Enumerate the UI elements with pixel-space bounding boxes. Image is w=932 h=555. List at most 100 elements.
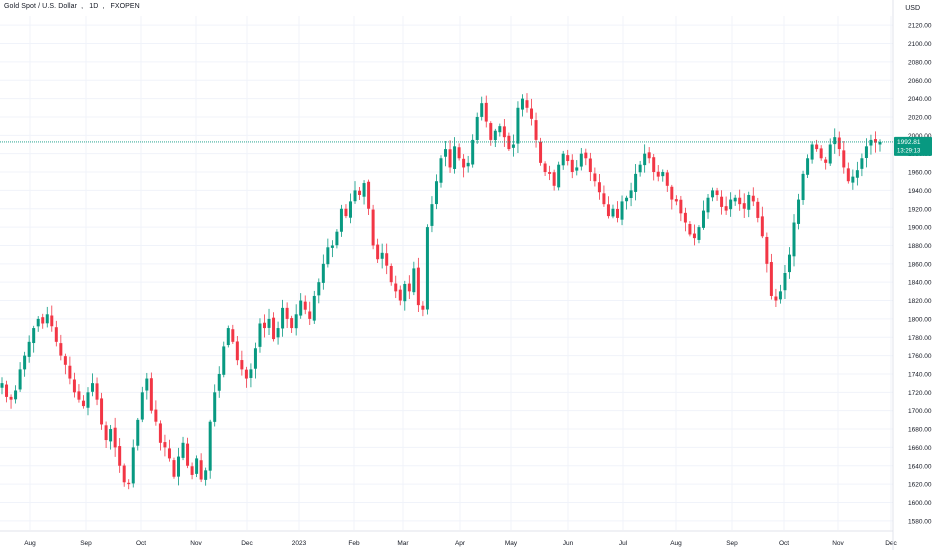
candle-body [181, 442, 185, 458]
y-tick-label: 2080.00 [908, 59, 932, 66]
y-tick-label: 1740.00 [908, 371, 932, 378]
source-label: FXOPEN [110, 3, 140, 10]
candle-body [760, 216, 764, 237]
candle-body [27, 341, 31, 357]
currency-label[interactable]: USD [905, 5, 920, 12]
candle-body [860, 158, 864, 169]
candle-body [177, 456, 181, 477]
candle-body [5, 384, 9, 397]
candle-body [471, 139, 475, 165]
x-tick-label: Dec [885, 540, 897, 547]
candle-body [530, 108, 534, 119]
candle-body [566, 155, 570, 162]
candle-body [629, 190, 633, 198]
candle-body [389, 265, 393, 283]
candle-body [45, 314, 49, 324]
x-tick-label: 2023 [292, 540, 307, 547]
candle-body [715, 190, 719, 195]
y-tick-label: 2040.00 [908, 96, 932, 103]
candle-body [321, 263, 325, 283]
candle-body [520, 98, 524, 110]
candle-body [706, 197, 710, 213]
candle-body [575, 167, 579, 171]
candle-body [72, 379, 76, 393]
candle-body [145, 378, 149, 391]
candle-body [163, 442, 167, 448]
candle-body [611, 208, 615, 217]
candle-body [665, 172, 669, 186]
x-tick-label: Apr [455, 540, 466, 547]
candle-body [335, 231, 339, 246]
candle-body [842, 150, 846, 168]
candle-body [158, 423, 162, 443]
y-tick-label: 1920.00 [908, 206, 932, 213]
candle-body [172, 460, 176, 477]
candle-body [385, 253, 389, 266]
candle-body [317, 282, 321, 296]
candle-body [457, 147, 461, 159]
y-tick-label: 1640.00 [908, 463, 932, 470]
candle-body [63, 356, 67, 365]
candle-body [353, 190, 357, 202]
candle-body [561, 153, 565, 166]
last-price-label: 1992.81 [897, 139, 921, 146]
candle-body [466, 162, 470, 167]
candle-body [593, 173, 597, 182]
candle-body [557, 164, 561, 188]
candle-body [240, 360, 244, 370]
candle-body [190, 466, 194, 475]
interval-label[interactable]: 1D [89, 3, 99, 10]
y-tick-label: 1600.00 [908, 500, 932, 507]
candle-body [272, 317, 276, 340]
candle-body [692, 233, 696, 239]
candle-body [91, 383, 95, 392]
candle-body [869, 139, 873, 146]
y-tick-label: 1940.00 [908, 188, 932, 195]
candle-body [131, 447, 135, 484]
y-tick-label: 2120.00 [908, 23, 932, 30]
candle-body [9, 396, 13, 400]
x-tick-label: Jun [563, 540, 574, 547]
candle-body [258, 323, 262, 347]
candle-body [797, 199, 801, 224]
candle-body [294, 314, 298, 329]
candle-body [154, 409, 158, 422]
candle-body [330, 245, 334, 248]
candle-body [444, 149, 448, 157]
candle-body [81, 400, 85, 407]
x-tick-label: Aug [24, 540, 36, 547]
candle-body [502, 126, 506, 138]
candle-body [552, 172, 556, 186]
y-tick-label: 1660.00 [908, 445, 932, 452]
y-tick-label: 2100.00 [908, 41, 932, 48]
candle-body [199, 460, 203, 480]
candle-body [95, 383, 99, 400]
candle-body [634, 173, 638, 192]
candle-body [290, 318, 294, 329]
candle-body [724, 206, 728, 211]
candle-body [647, 152, 651, 159]
chart-title: Gold Spot / U.S. Dollar, 1D, FXOPEN [4, 3, 140, 10]
candle-body [267, 318, 271, 328]
candle-body [765, 236, 769, 264]
candle-body [100, 398, 104, 425]
candle-body [584, 152, 588, 159]
candle-body [819, 148, 823, 159]
candle-body [235, 341, 239, 361]
candle-body [59, 343, 63, 356]
candle-body [118, 446, 122, 466]
candle-body [670, 186, 674, 200]
candle-body [539, 141, 543, 163]
candle-body [213, 392, 217, 422]
candle-body [104, 425, 108, 441]
candle-body [453, 146, 457, 169]
candle-body [507, 135, 511, 150]
candle-body [625, 197, 629, 202]
candle-body [480, 103, 484, 117]
candle-body [217, 373, 221, 391]
candle-body [18, 369, 22, 390]
candle-body [606, 204, 610, 217]
candle-body [878, 141, 882, 145]
